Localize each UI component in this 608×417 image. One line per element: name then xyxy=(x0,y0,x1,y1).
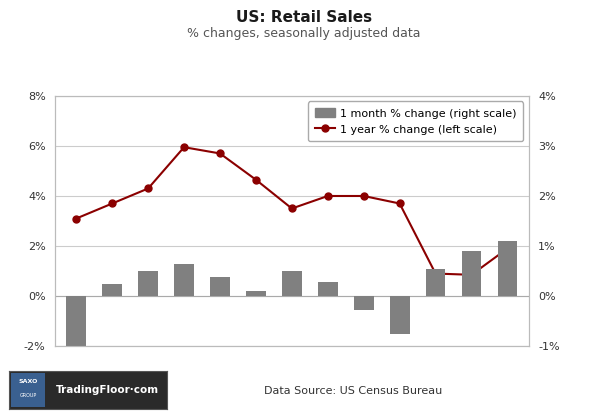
Bar xyxy=(354,296,373,310)
Text: GROUP: GROUP xyxy=(19,393,36,398)
Bar xyxy=(210,277,230,296)
Text: Data Source: US Census Bureau: Data Source: US Census Bureau xyxy=(263,386,442,396)
Text: % changes, seasonally adjusted data: % changes, seasonally adjusted data xyxy=(187,27,421,40)
Legend: 1 month % change (right scale), 1 year % change (left scale): 1 month % change (right scale), 1 year %… xyxy=(308,101,523,141)
Bar xyxy=(138,271,158,296)
Text: TradingFloor·com: TradingFloor·com xyxy=(55,385,159,395)
Bar xyxy=(390,296,410,334)
FancyBboxPatch shape xyxy=(11,373,46,407)
Bar xyxy=(102,284,122,296)
Bar xyxy=(246,291,266,296)
Bar xyxy=(426,269,446,296)
Bar xyxy=(318,282,337,296)
Bar xyxy=(174,264,194,296)
Bar xyxy=(282,271,302,296)
Text: US: Retail Sales: US: Retail Sales xyxy=(236,10,372,25)
Bar xyxy=(461,251,482,296)
Bar xyxy=(497,241,517,296)
Bar xyxy=(66,296,86,371)
Text: SAXO: SAXO xyxy=(18,379,38,384)
